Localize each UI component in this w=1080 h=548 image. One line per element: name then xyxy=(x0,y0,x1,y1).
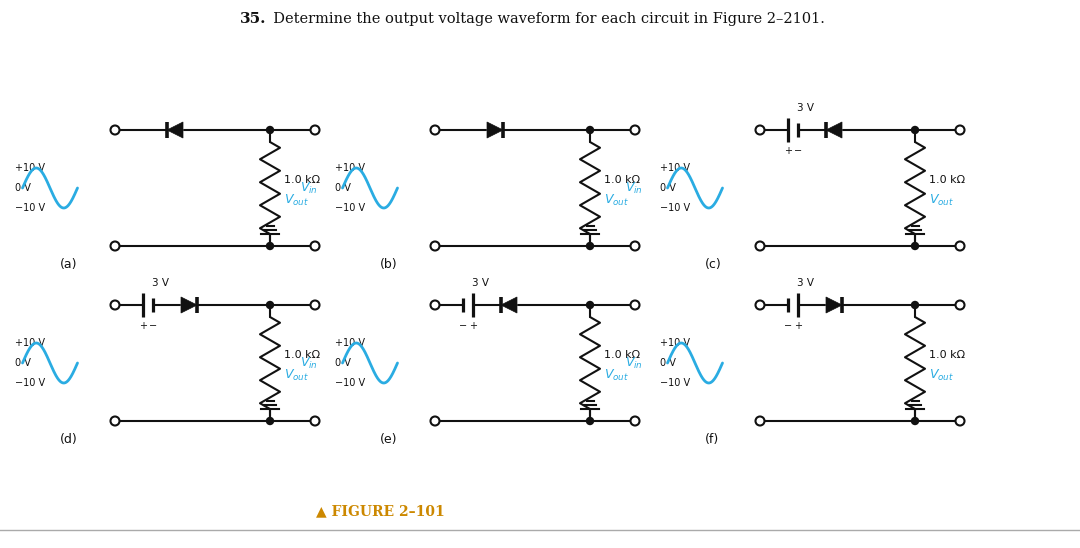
Circle shape xyxy=(912,301,918,309)
Text: −10 V: −10 V xyxy=(335,203,365,213)
Polygon shape xyxy=(501,297,517,313)
Text: +: + xyxy=(784,146,792,156)
Polygon shape xyxy=(167,122,183,138)
Text: $V_{out}$: $V_{out}$ xyxy=(284,368,309,383)
Text: (b): (b) xyxy=(380,258,397,271)
Circle shape xyxy=(267,418,273,425)
Text: (a): (a) xyxy=(60,258,78,271)
Text: 0 V: 0 V xyxy=(660,358,676,368)
Text: −: − xyxy=(794,146,802,156)
Text: 1.0 kΩ: 1.0 kΩ xyxy=(604,350,640,360)
Circle shape xyxy=(586,301,594,309)
Text: 3 V: 3 V xyxy=(797,103,814,113)
Text: −: − xyxy=(784,321,792,331)
Text: (e): (e) xyxy=(380,433,397,446)
Text: 1.0 kΩ: 1.0 kΩ xyxy=(284,350,320,360)
Polygon shape xyxy=(181,297,197,313)
Text: $V_{out}$: $V_{out}$ xyxy=(604,368,630,383)
Text: $V_{in}$: $V_{in}$ xyxy=(300,356,318,370)
Text: (d): (d) xyxy=(60,433,78,446)
Text: +10 V: +10 V xyxy=(335,163,365,173)
Polygon shape xyxy=(826,122,842,138)
Text: +: + xyxy=(794,321,802,331)
Text: $V_{in}$: $V_{in}$ xyxy=(625,180,643,196)
Text: +: + xyxy=(139,321,147,331)
Text: 0 V: 0 V xyxy=(335,183,351,193)
Circle shape xyxy=(267,127,273,134)
Text: −: − xyxy=(459,321,467,331)
Circle shape xyxy=(586,418,594,425)
Text: 0 V: 0 V xyxy=(660,183,676,193)
Text: +10 V: +10 V xyxy=(15,163,45,173)
Text: −10 V: −10 V xyxy=(335,378,365,388)
Text: −: − xyxy=(149,321,157,331)
Text: 1.0 kΩ: 1.0 kΩ xyxy=(929,175,966,185)
Text: Determine the output voltage waveform for each circuit in Figure 2–2101.: Determine the output voltage waveform fo… xyxy=(264,12,825,26)
Circle shape xyxy=(912,418,918,425)
Text: +10 V: +10 V xyxy=(15,338,45,348)
Circle shape xyxy=(912,127,918,134)
Text: $V_{in}$: $V_{in}$ xyxy=(625,356,643,370)
Text: +10 V: +10 V xyxy=(660,163,690,173)
Text: 35.: 35. xyxy=(240,12,267,26)
Text: +: + xyxy=(469,321,477,331)
Text: 3 V: 3 V xyxy=(152,278,168,288)
Text: $V_{out}$: $V_{out}$ xyxy=(929,368,954,383)
Polygon shape xyxy=(826,297,842,313)
Circle shape xyxy=(912,243,918,249)
Circle shape xyxy=(267,301,273,309)
Text: +10 V: +10 V xyxy=(335,338,365,348)
Text: 1.0 kΩ: 1.0 kΩ xyxy=(604,175,640,185)
Text: −10 V: −10 V xyxy=(660,378,690,388)
Text: (c): (c) xyxy=(705,258,721,271)
Text: 3 V: 3 V xyxy=(797,278,814,288)
Text: $V_{in}$: $V_{in}$ xyxy=(300,180,318,196)
Circle shape xyxy=(267,243,273,249)
Circle shape xyxy=(586,243,594,249)
Text: 0 V: 0 V xyxy=(15,358,31,368)
Text: −10 V: −10 V xyxy=(15,378,45,388)
Text: ▲ FIGURE 2–101: ▲ FIGURE 2–101 xyxy=(316,504,445,518)
Circle shape xyxy=(586,127,594,134)
Text: +10 V: +10 V xyxy=(660,338,690,348)
Text: $V_{out}$: $V_{out}$ xyxy=(929,192,954,208)
Polygon shape xyxy=(487,122,503,138)
Text: −10 V: −10 V xyxy=(660,203,690,213)
Text: 0 V: 0 V xyxy=(15,183,31,193)
Text: 1.0 kΩ: 1.0 kΩ xyxy=(284,175,320,185)
Text: −10 V: −10 V xyxy=(15,203,45,213)
Text: 1.0 kΩ: 1.0 kΩ xyxy=(929,350,966,360)
Text: 0 V: 0 V xyxy=(335,358,351,368)
Text: (f): (f) xyxy=(705,433,719,446)
Text: $V_{out}$: $V_{out}$ xyxy=(284,192,309,208)
Text: 3 V: 3 V xyxy=(472,278,489,288)
Text: $V_{out}$: $V_{out}$ xyxy=(604,192,630,208)
